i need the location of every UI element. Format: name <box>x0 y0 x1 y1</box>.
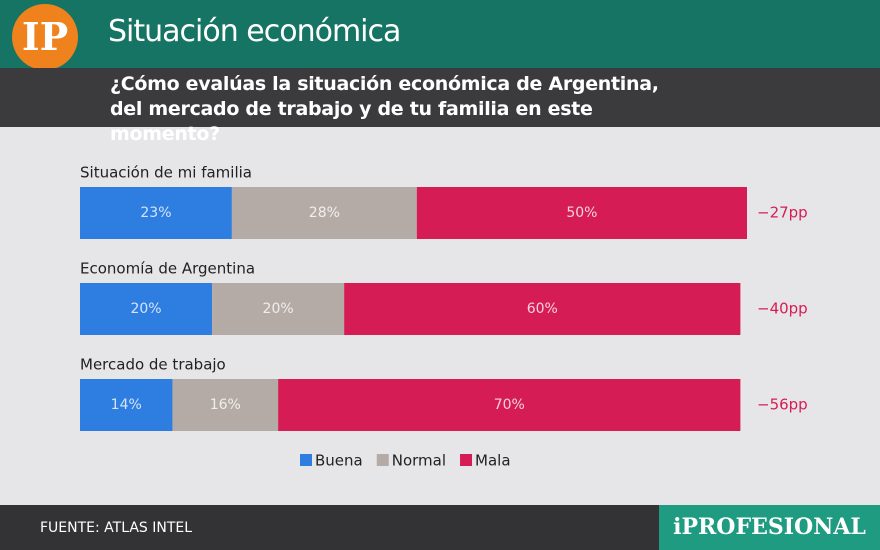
category-label: Mercado de trabajo <box>80 356 226 374</box>
net-label: −56pp <box>757 396 808 414</box>
legend-label: Normal <box>392 452 446 470</box>
bar-segment <box>344 283 741 335</box>
category-label: Economía de Argentina <box>80 260 255 278</box>
net-label: −40pp <box>757 300 808 318</box>
bar-segment <box>212 283 345 335</box>
legend-swatch <box>300 454 312 466</box>
chart: Situación de mi familia 23% 28% 50% −27pp Eco… <box>80 164 808 470</box>
value-label: 16% <box>210 397 241 413</box>
bar-segment <box>416 187 747 239</box>
bar-segment <box>231 187 417 239</box>
legend-swatch <box>376 454 389 466</box>
bar-segment <box>172 379 279 431</box>
value-label: 20% <box>130 301 161 317</box>
value-label: 23% <box>140 205 171 221</box>
legend-label: Buena <box>315 452 363 470</box>
header: IP Situación económica <box>0 0 880 70</box>
bar-segment <box>80 187 232 239</box>
value-label: 70% <box>494 397 525 413</box>
net-label: −27pp <box>757 204 808 222</box>
value-label: 14% <box>111 397 142 413</box>
value-label: 50% <box>566 205 597 221</box>
legend-swatch <box>460 454 473 466</box>
value-label: 60% <box>527 301 558 317</box>
logo: IP <box>12 4 78 70</box>
chart-title: Situación económica <box>108 14 401 49</box>
footer: FUENTE: ATLAS INTEL iPROFESIONAL <box>0 505 880 550</box>
question-band: ¿Cómo evalúas la situación económica de … <box>0 68 880 145</box>
bar-segment <box>80 379 173 431</box>
source: FUENTE: ATLAS INTEL <box>40 520 193 536</box>
bar-segment <box>278 379 741 431</box>
value-label: 28% <box>309 205 340 221</box>
category-label: Situación de mi familia <box>80 164 252 182</box>
value-label: 20% <box>263 301 294 317</box>
chart-subtitle: ¿Cómo evalúas la situación económica de … <box>110 73 659 145</box>
bar-segment <box>80 283 213 335</box>
legend-label: Mala <box>475 452 511 470</box>
brand: iPROFESIONAL <box>659 505 880 550</box>
